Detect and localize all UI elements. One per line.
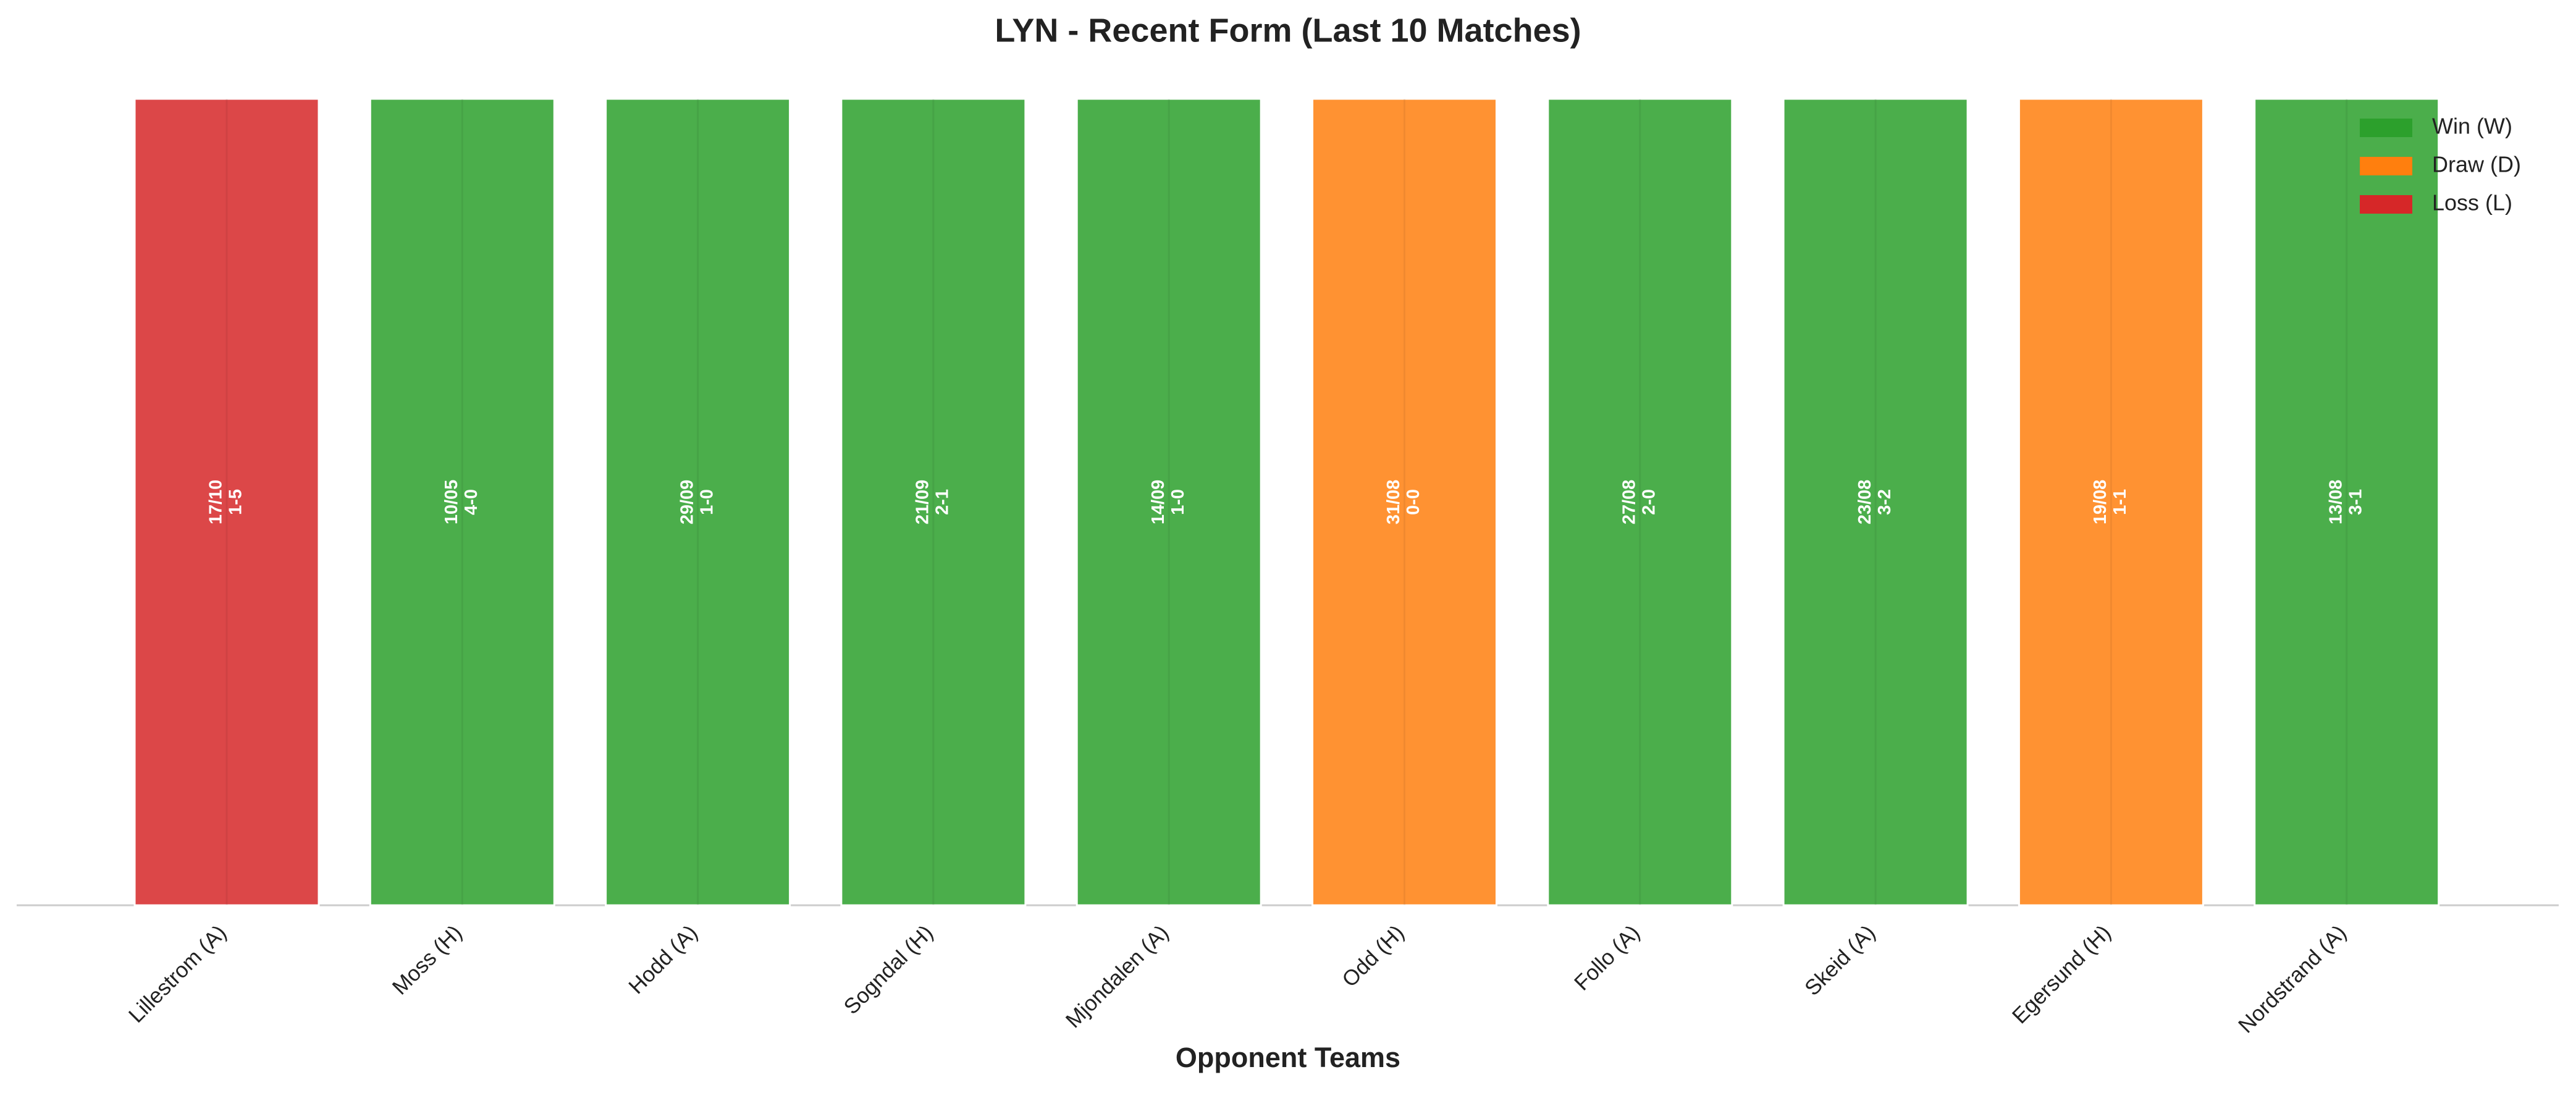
bar-score-label: 3-1 (2346, 489, 2365, 515)
bar (133, 98, 320, 907)
bar-score-label: 1-1 (2110, 489, 2130, 515)
bar-score-label: 3-2 (1875, 489, 1895, 515)
x-tick-label: Hodd (A) (624, 921, 702, 999)
x-tick-label: Egersund (H) (2008, 921, 2116, 1029)
chart-title: LYN - Recent Form (Last 10 Matches) (995, 12, 1581, 49)
x-tick-label: Moss (H) (388, 921, 467, 1000)
x-tick-label: Nordstrand (A) (2234, 921, 2351, 1038)
bar-date-label: 10/05 (442, 480, 461, 525)
bar (1782, 98, 1969, 907)
bar-date-label: 14/09 (1148, 480, 1168, 525)
x-axis-label: Opponent Teams (1176, 1042, 1400, 1073)
bar (1547, 98, 1733, 907)
bar (1311, 98, 1497, 907)
x-tick-label: Lillestrom (A) (124, 921, 231, 1028)
legend-label: Draw (D) (2432, 152, 2521, 177)
bar-date-label: 29/09 (677, 480, 697, 525)
bar-date-label: 21/09 (913, 480, 933, 525)
x-tick-label: Follo (A) (1570, 921, 1644, 995)
bar (840, 98, 1027, 907)
bar-score-label: 1-0 (697, 489, 717, 515)
bar-date-label: 27/08 (1619, 480, 1639, 525)
bar-score-label: 0-0 (1404, 489, 1423, 515)
x-tick-label: Odd (H) (1337, 921, 1409, 992)
bar-date-label: 19/08 (2090, 480, 2110, 525)
bar (605, 98, 791, 907)
bar (369, 98, 555, 907)
bar-date-label: 31/08 (1384, 480, 1404, 525)
bar-date-label: 23/08 (1855, 480, 1875, 525)
bar (2018, 98, 2204, 907)
legend-swatch (2360, 195, 2412, 214)
x-tick-label: Sogndal (H) (839, 921, 938, 1020)
legend-label: Loss (L) (2432, 190, 2512, 216)
legend-swatch (2360, 157, 2412, 175)
bar (2254, 98, 2440, 907)
bar (1075, 98, 1262, 907)
bar-score-label: 4-0 (461, 489, 481, 515)
x-tick-label: Mjondalen (A) (1061, 921, 1174, 1033)
bar-score-label: 2-0 (1639, 489, 1659, 515)
legend-label: Win (W) (2432, 114, 2512, 139)
bar-date-label: 17/10 (206, 480, 226, 525)
x-tick-label: Skeid (A) (1800, 921, 1880, 1000)
bar-score-label: 1-0 (1168, 489, 1188, 515)
bar-score-label: 1-5 (226, 489, 246, 515)
legend-swatch (2360, 119, 2412, 137)
bar-date-label: 13/08 (2326, 480, 2346, 525)
bar-score-label: 2-1 (933, 489, 953, 515)
